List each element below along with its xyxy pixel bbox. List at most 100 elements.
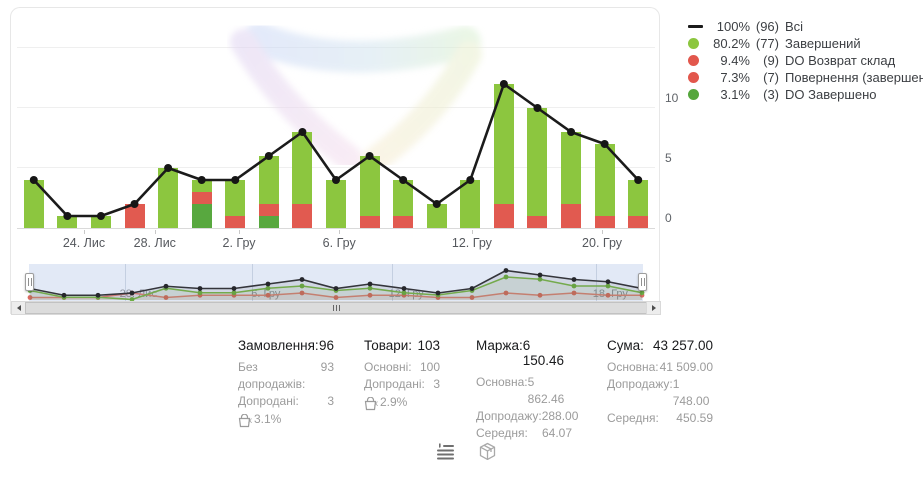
nav-right-handle[interactable] <box>638 273 647 291</box>
stat-row-label: Допродажу: <box>607 377 673 391</box>
bar-slot[interactable] <box>319 10 353 228</box>
legend-label: Всі <box>785 19 804 34</box>
stat-row-value: 100 <box>419 360 440 374</box>
bar-slot[interactable] <box>185 10 219 228</box>
legend-percent: 80.2% <box>713 36 750 51</box>
bar-slot[interactable] <box>218 10 252 228</box>
stat-row-label: Середня: <box>476 426 528 440</box>
scrollbar-right-arrow[interactable] <box>646 302 660 314</box>
legend-item-completed[interactable]: 80.2% (77) Завершений <box>688 35 923 52</box>
nav-date-label: 18. Гру <box>592 288 628 300</box>
bar-slot[interactable] <box>454 10 488 228</box>
bar-slot[interactable] <box>84 10 118 228</box>
stat-row-value: 3 <box>327 394 334 408</box>
stat-value: 6 150.46 <box>522 338 564 368</box>
x-axis-label: 6. Гру <box>322 236 356 250</box>
legend-label: Завершений <box>785 36 861 51</box>
stat-title: Маржа: <box>476 338 523 353</box>
legend-item-return-completed[interactable]: 7.3% (7) Повернення (завершений) <box>688 69 923 86</box>
x-axis-labels: 24. Лис 28. Лис 2. Гру 6. Гру 12. Гру 20. Гру <box>17 230 655 254</box>
nav-date-label: 12. Гру <box>388 288 424 300</box>
x-axis-label: 28. Лис <box>133 236 176 250</box>
legend-label: DO Завершено <box>785 87 877 102</box>
x-axis-label: 12. Гру <box>451 236 492 250</box>
scrollbar-left-arrow[interactable] <box>12 302 26 314</box>
basket-percent: 2.9% <box>380 395 408 409</box>
bar-slot[interactable] <box>554 10 588 228</box>
bar-slot[interactable] <box>286 10 320 228</box>
stat-row-value: 41 509.00 <box>659 360 713 374</box>
bar-slot[interactable] <box>386 10 420 228</box>
stat-row-label: Допродані: <box>238 394 299 408</box>
stat-column-sum: Сума: 43 257.00 Основна: 41 509.00 Допрод… <box>607 338 713 427</box>
x-axis-tick <box>239 230 241 234</box>
legend-item-do-completed[interactable]: 3.1% (3) DO Завершено <box>688 86 923 103</box>
stat-title: Замовлення: <box>238 338 319 353</box>
package-icon[interactable] <box>476 440 498 462</box>
bar-slot[interactable] <box>151 10 185 228</box>
footer-toolbar <box>434 440 498 462</box>
x-axis-tick <box>471 230 473 234</box>
y-axis-tick-label: 0 <box>665 211 672 225</box>
x-axis-tick <box>602 230 604 234</box>
bars-layer[interactable] <box>17 10 655 228</box>
stat-row-label: Допродажу: <box>476 409 542 423</box>
right-triangle-icon <box>651 305 656 311</box>
y-axis-tick-label: 10 <box>665 91 679 105</box>
legend: 100% (96) Всі 80.2% (77) Завершений 9.4%… <box>688 18 923 103</box>
x-axis-line <box>17 228 655 229</box>
bar-slot[interactable] <box>621 10 655 228</box>
stat-value: 103 <box>417 338 440 353</box>
legend-percent: 9.4% <box>720 53 750 68</box>
y-axis-tick-label: 5 <box>665 151 672 165</box>
stat-row-value: 64.07 <box>541 426 572 440</box>
x-axis-tick <box>154 230 156 234</box>
nav-gridline <box>596 264 598 301</box>
line-marker-icon <box>688 25 703 28</box>
stat-row-label: Основна: <box>607 360 659 374</box>
legend-percent: 7.3% <box>720 70 750 85</box>
bar-slot[interactable] <box>252 10 286 228</box>
summary-list-icon[interactable] <box>434 440 456 462</box>
nav-date-label: 6. Гру <box>251 288 281 300</box>
bar-slot[interactable] <box>17 10 51 228</box>
legend-percent: 3.1% <box>720 87 750 102</box>
stat-row-value: 288.00 <box>541 409 579 423</box>
stat-row-label: Без допродажів: <box>238 360 306 391</box>
basket-x-icon: x <box>238 413 252 428</box>
legend-count: (96) <box>755 19 779 34</box>
x-axis-label: 2. Гру <box>222 236 256 250</box>
left-triangle-icon <box>16 305 21 311</box>
stat-column-items: Товари: 103 Основні: 100 Допродані: 3 x 2.… <box>364 338 440 411</box>
legend-label: DO Возврат склад <box>785 53 896 68</box>
nav-gridline <box>392 264 394 301</box>
bar-slot[interactable] <box>353 10 387 228</box>
legend-count: (3) <box>763 87 779 102</box>
navigator[interactable]: 28. Лис 6. Гру 12. Гру 18. Гру <box>17 264 655 301</box>
scrollbar-thumb[interactable] <box>25 302 647 314</box>
bar-slot[interactable] <box>588 10 622 228</box>
bar-slot[interactable] <box>118 10 152 228</box>
nav-gridline <box>125 264 127 301</box>
x-axis-tick <box>83 230 85 234</box>
stat-row-label: Допродані: <box>364 377 425 391</box>
stat-row-value: 5 862.46 <box>527 375 565 406</box>
legend-percent: 100% <box>716 19 750 34</box>
stat-row-label: Основна: <box>476 375 528 389</box>
basket-x-icon: x <box>364 396 378 411</box>
bar-slot[interactable] <box>420 10 454 228</box>
stat-row-value: 450.59 <box>676 411 713 425</box>
bar-slot[interactable] <box>487 10 521 228</box>
bar-slot[interactable] <box>521 10 555 228</box>
nav-left-handle[interactable] <box>25 273 34 291</box>
red-dot-icon <box>688 72 703 83</box>
y-axis-labels: 0 5 10 <box>659 10 689 228</box>
legend-item-do-return[interactable]: 9.4% (9) DO Возврат склад <box>688 52 923 69</box>
bar-slot[interactable] <box>51 10 85 228</box>
plot-area[interactable] <box>17 10 655 229</box>
scrollbar[interactable] <box>11 301 661 315</box>
legend-item-all[interactable]: 100% (96) Всі <box>688 18 923 35</box>
stat-row-label: Основні: <box>364 360 412 374</box>
stat-value: 96 <box>318 338 334 353</box>
nav-series <box>27 268 645 301</box>
